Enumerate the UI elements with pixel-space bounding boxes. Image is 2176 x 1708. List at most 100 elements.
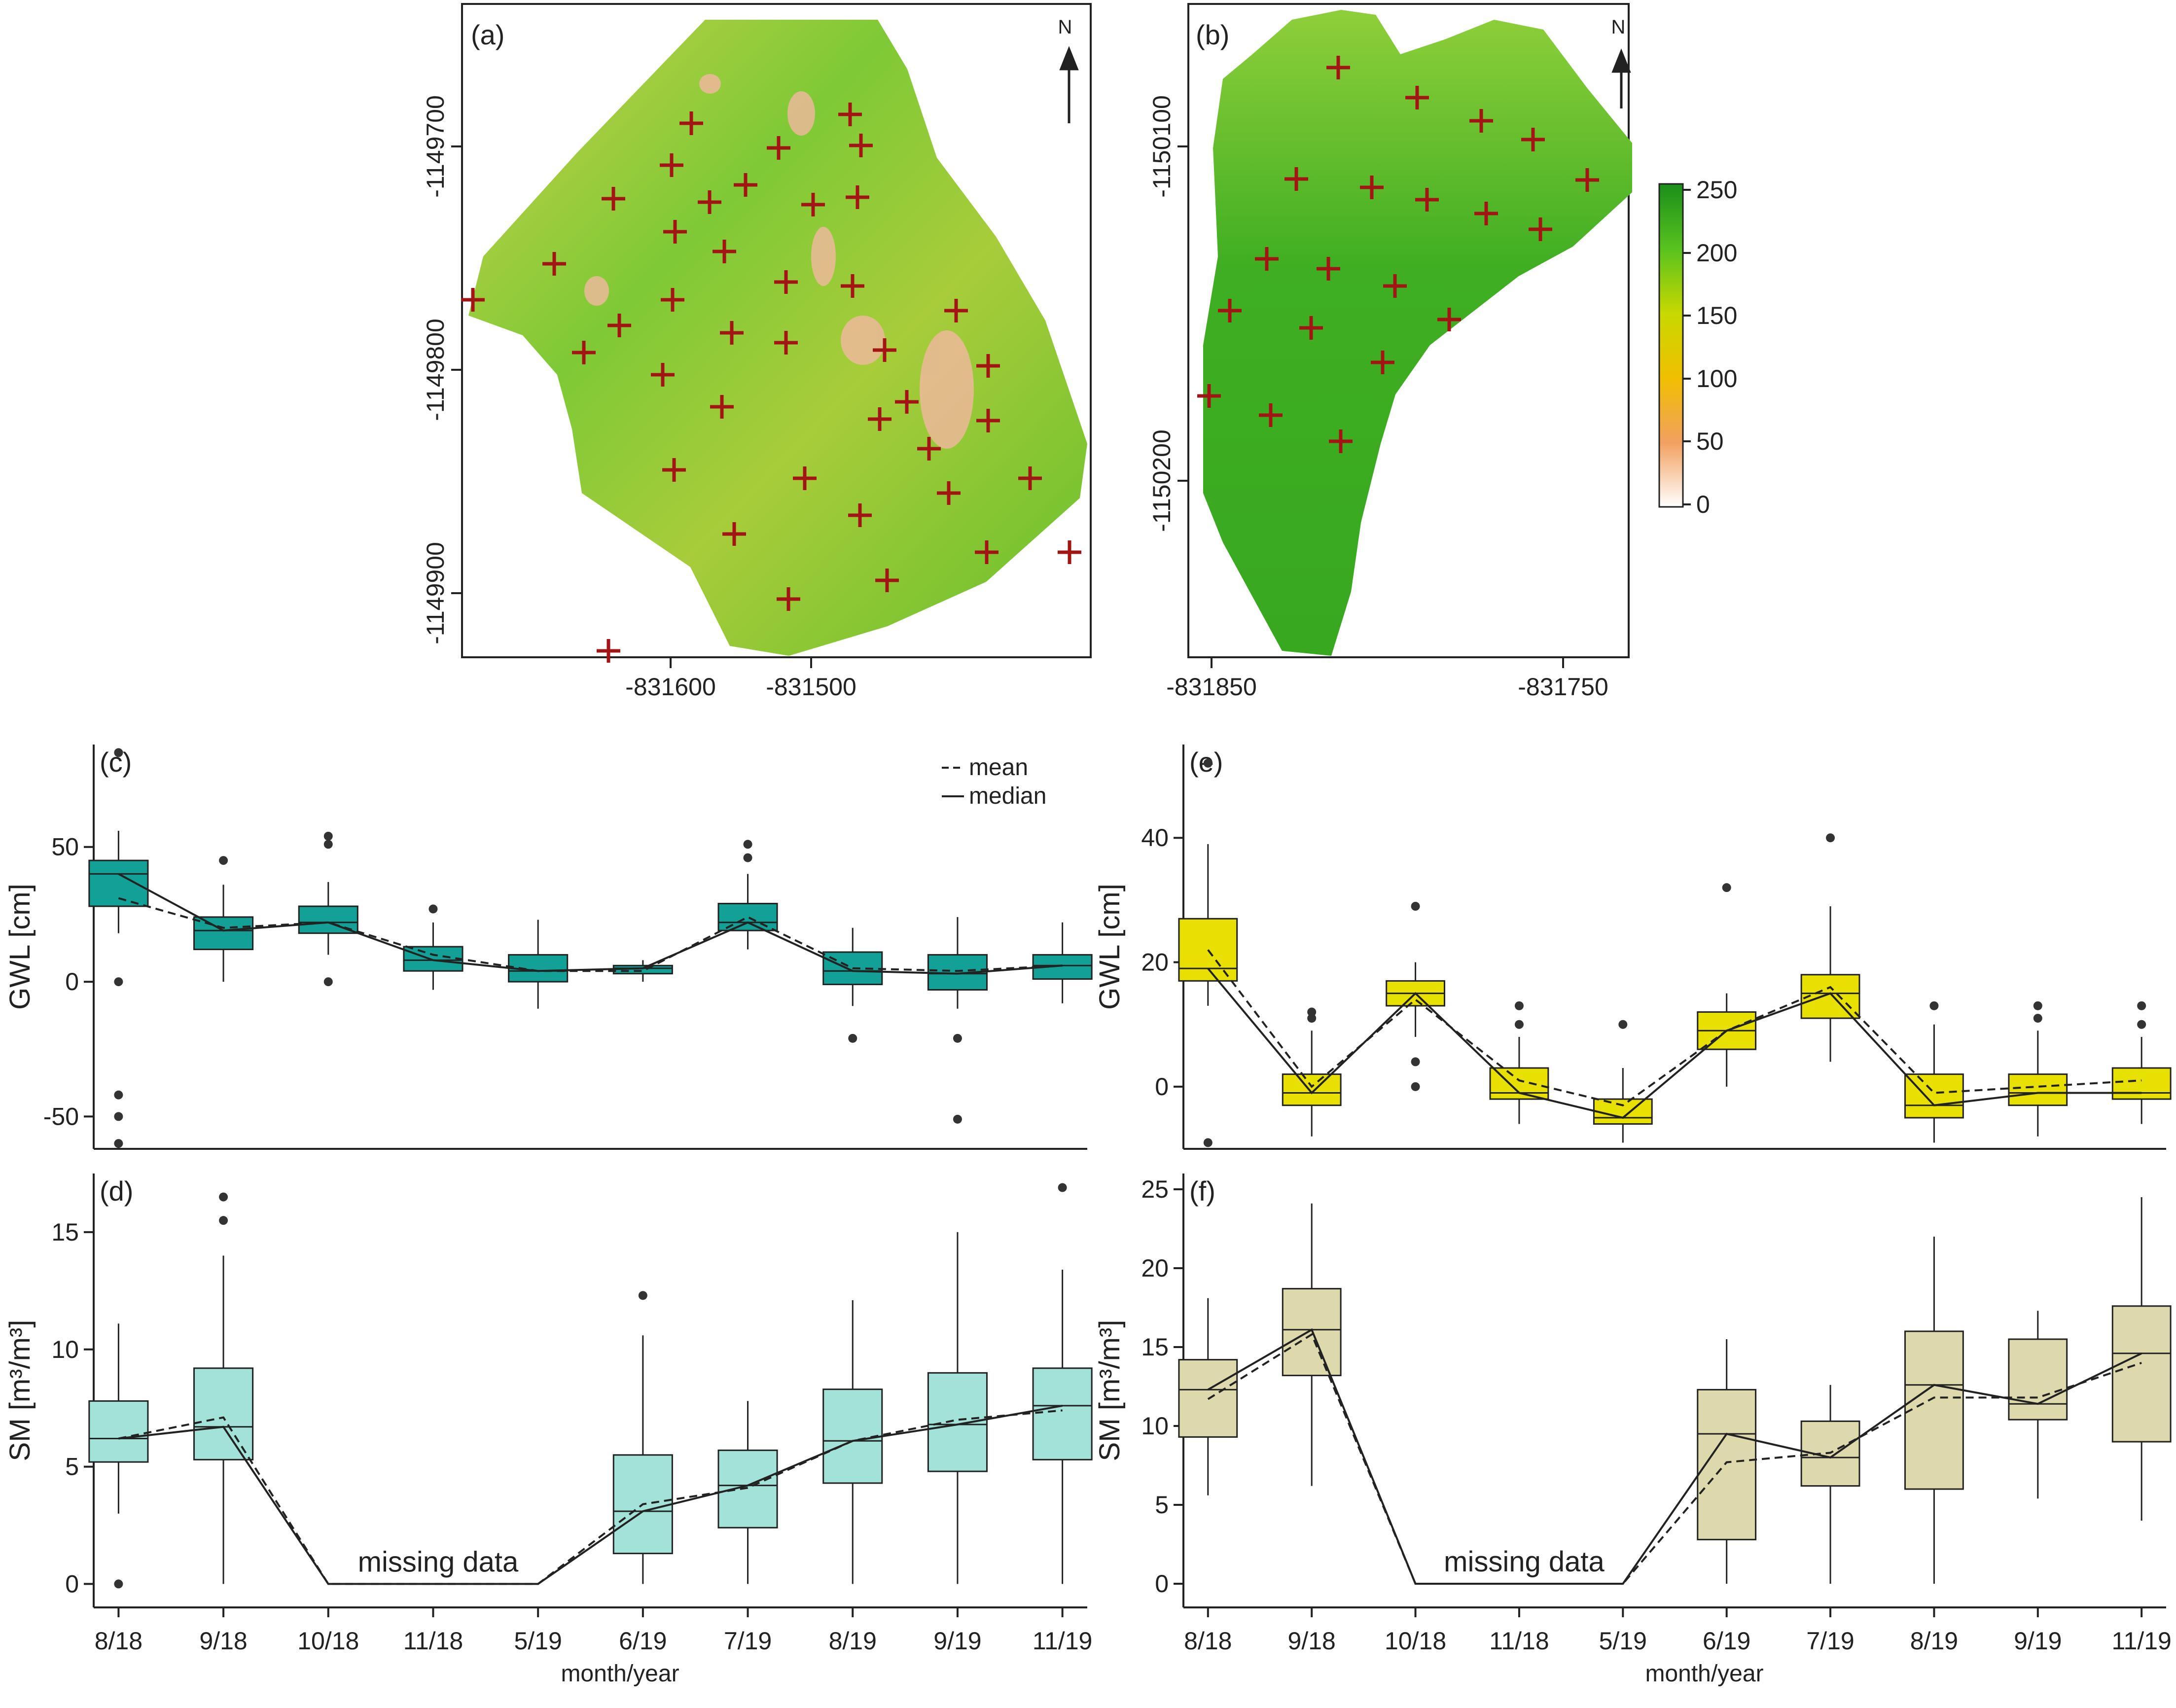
map-panel-b: (b) N -1150100 -1150200 -831850 -831750 — [1148, 3, 1632, 701]
x-tick-label: 5/19 — [514, 1627, 562, 1655]
outlier-point — [1929, 1001, 1939, 1010]
north-label-a: N — [1058, 16, 1072, 38]
box-9-18 — [193, 1367, 254, 1460]
y-tick-label: 10 — [1141, 1412, 1169, 1440]
box-7-19 — [1800, 974, 1860, 1019]
outlier-point — [1411, 1082, 1420, 1091]
y-tick-label: 0 — [1155, 1073, 1169, 1101]
outlier-point — [2033, 1001, 2042, 1010]
box-9-18 — [193, 916, 254, 950]
legend: mean median — [942, 754, 1046, 809]
outlier-point — [2137, 1001, 2146, 1010]
box-8-18 — [88, 859, 149, 907]
x-tick-label: 5/19 — [1599, 1627, 1647, 1655]
x-tick-label: 8/19 — [1910, 1627, 1958, 1655]
outlier-point — [1722, 883, 1731, 892]
map-b-x-ticks — [1211, 657, 1564, 668]
x-tick-label: 6/19 — [619, 1627, 667, 1655]
y-tick-label: 0 — [65, 968, 79, 996]
box-5-19 — [1593, 1098, 1653, 1125]
map-b-markers — [1197, 56, 1599, 453]
map-b-ytick: -1150100 — [1148, 95, 1176, 198]
mean-line — [1207, 1333, 2142, 1585]
missing-data-label: missing data — [358, 1546, 519, 1578]
box-9-19 — [927, 1372, 988, 1472]
y-tick-label: 20 — [1141, 1254, 1169, 1282]
box-7-19 — [717, 903, 778, 931]
outlier-point — [114, 977, 123, 987]
map-b-y-ticks — [1177, 145, 1188, 482]
x-axis-label: month/year — [1645, 1661, 1763, 1687]
median-line — [1207, 1328, 2142, 1585]
outlier-point — [1307, 1014, 1317, 1023]
box-8-19 — [1904, 1330, 1964, 1490]
outlier-point — [114, 1579, 123, 1589]
box-7-19 — [717, 1449, 778, 1529]
map-a-patches — [584, 74, 974, 449]
outlier-point — [114, 1112, 123, 1121]
outlier-point — [953, 1114, 962, 1124]
colorbar-tick: 250 — [1696, 176, 1737, 204]
map-a-x-ticks — [670, 657, 812, 668]
y-tick-label: 5 — [65, 1453, 79, 1481]
outlier-point — [1411, 1057, 1420, 1067]
map-b-ytick: -1150200 — [1148, 429, 1176, 532]
colorbar-tick: 0 — [1696, 491, 1710, 518]
median-line — [118, 873, 1063, 975]
x-tick-label: 9/19 — [2014, 1627, 2062, 1655]
mean-line — [118, 897, 1063, 972]
box-11-18 — [403, 946, 464, 972]
y-tick-label: 5 — [1155, 1491, 1169, 1519]
outlier-point — [323, 831, 333, 841]
y-tick-label: 0 — [1155, 1570, 1169, 1598]
outlier-point — [743, 840, 752, 849]
missing-data-label: missing data — [1444, 1546, 1605, 1578]
x-tick-label: 9/18 — [199, 1627, 247, 1655]
map-panel-a: (a) N -1149700 -1149800 -1149900 -831600… — [422, 3, 1092, 701]
map-a-xtick: -831500 — [766, 673, 856, 701]
boxplot-panel-d: 0 5 10 15 SM [m³/m³] (d) missing data 8/18 9/18 1… — [4, 1174, 1093, 1687]
outlier-point — [323, 977, 333, 987]
x-axis-label: month/year — [561, 1661, 679, 1687]
outlier-point — [743, 853, 752, 862]
box-8-18 — [1178, 918, 1238, 982]
colorbar-tick: 50 — [1696, 427, 1724, 455]
colorbar-tick: 100 — [1696, 365, 1737, 392]
x-tick-label: 9/18 — [1288, 1627, 1336, 1655]
y-tick-label: 20 — [1141, 949, 1169, 976]
box-6-19 — [1697, 1388, 1757, 1540]
map-a-y-ticks — [451, 145, 462, 594]
outlier-point — [428, 904, 438, 914]
colorbar-tick: 150 — [1696, 302, 1737, 329]
map-b-raster — [1203, 10, 1632, 656]
outlier-point — [2033, 1014, 2042, 1023]
panel-label-b: (b) — [1196, 19, 1229, 50]
y-tick-label: 25 — [1141, 1175, 1169, 1203]
outlier-point — [114, 1090, 123, 1100]
outlier-point — [219, 1192, 228, 1202]
y-tick-label: 0 — [65, 1570, 79, 1598]
y-tick-label: 50 — [51, 833, 79, 861]
panel-label-a: (a) — [471, 19, 504, 50]
box-9-19 — [2008, 1073, 2068, 1106]
box-8-19 — [1904, 1073, 1964, 1119]
map-a-raster — [468, 20, 1087, 656]
outlier-point — [1411, 902, 1420, 911]
x-tick-label: 8/19 — [829, 1627, 877, 1655]
box-9-18 — [1282, 1073, 1342, 1106]
outlier-point — [1058, 1183, 1067, 1192]
outlier-point — [1203, 1138, 1213, 1147]
y-tick-label: 15 — [51, 1218, 79, 1246]
x-tick-label: 10/18 — [297, 1627, 359, 1655]
north-label-b: N — [1611, 16, 1626, 38]
outlier-point — [638, 1291, 647, 1300]
y-axis-label: SM [m³/m³] — [1094, 1320, 1126, 1461]
outlier-point — [1307, 1007, 1317, 1017]
boxplot-panel-f: 0 5 10 15 20 25 SM [m³/m³] (f) missing data 8/18 9… — [1094, 1174, 2172, 1687]
outlier-point — [953, 1033, 962, 1043]
outlier-point — [1203, 758, 1213, 768]
x-tick-label: 8/18 — [1184, 1627, 1232, 1655]
north-arrow-b-icon — [1611, 48, 1631, 108]
y-axis-label: GWL [cm] — [1094, 884, 1126, 1010]
